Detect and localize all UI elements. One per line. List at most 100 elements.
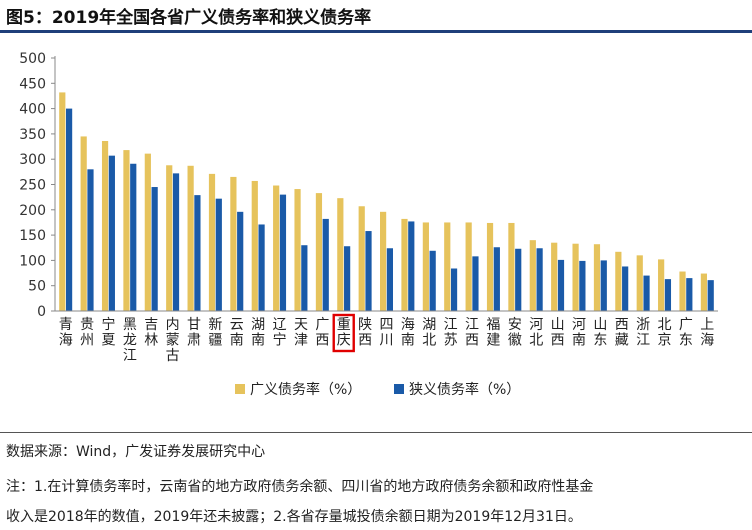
bar-narrow: [151, 187, 158, 311]
bar-narrow: [600, 260, 607, 311]
y-axis: 0 50 100 150 200 250 300 350 400 450 500: [19, 51, 56, 320]
bar-broad: [251, 180, 258, 311]
y-tick-label: 500: [19, 51, 46, 67]
bar-broad: [273, 185, 280, 311]
bar-narrow: [408, 221, 415, 311]
bar-broad: [636, 255, 643, 311]
bar-broad: [358, 206, 365, 311]
x-category-label: 广东: [679, 317, 693, 349]
x-category-label: 山东: [593, 317, 607, 349]
bar-narrow: [664, 279, 672, 311]
bar-broad: [59, 92, 66, 311]
bar-narrow: [365, 231, 372, 311]
x-category-label: 上海: [700, 317, 714, 349]
bar-broad: [315, 193, 323, 311]
x-category-label: 青海: [59, 317, 73, 349]
bar-broad: [679, 271, 686, 311]
y-tick-label: 300: [19, 152, 46, 168]
bar-narrow: [172, 173, 180, 311]
x-category-label: 广西: [315, 317, 329, 349]
x-category-label: 江苏: [444, 317, 458, 349]
bar-broad: [80, 136, 87, 311]
bar-narrow: [322, 218, 329, 311]
legend-swatch-narrow: [394, 384, 404, 394]
x-category-label: 内蒙古: [166, 317, 180, 364]
x-category-label: 吉林: [144, 317, 158, 349]
bar-narrow: [643, 275, 650, 311]
highlight-box: [332, 313, 355, 353]
bar-narrow: [707, 280, 714, 311]
bar-broad: [123, 150, 130, 311]
bar-narrow: [429, 250, 436, 311]
y-tick-label: 50: [28, 279, 46, 295]
bar-narrow: [450, 268, 458, 311]
x-category-label: 宁夏: [101, 316, 115, 349]
bar-broad: [101, 140, 109, 311]
x-category-label: 陕西: [358, 317, 372, 349]
bar-broad: [572, 243, 579, 311]
bar-narrow: [686, 278, 693, 311]
bar-broad: [551, 242, 558, 311]
bar-narrow: [194, 195, 201, 311]
x-category-label: 湖南: [251, 317, 265, 349]
bar-narrow: [279, 194, 287, 311]
bar-broad: [166, 165, 173, 311]
y-tick-label: 450: [19, 76, 46, 92]
bar-chart: 0 50 100 150 200 250 300 350 400 450 500 青海贵州宁夏黑龙江…: [19, 51, 718, 398]
x-category-label: 浙江: [636, 317, 650, 349]
bar-broad: [208, 173, 216, 311]
bar-narrow: [65, 108, 73, 311]
y-tick-label: 400: [19, 102, 46, 118]
x-category-label: 山西: [551, 317, 565, 349]
bar-broad: [337, 198, 344, 311]
bar-narrow: [130, 163, 137, 311]
bar-broad: [615, 251, 622, 311]
x-category-label: 福建: [486, 317, 500, 349]
x-category-label: 甘肃: [187, 317, 201, 349]
footnote-line-1: 注：1.在计算债务率时，云南省的地方政府债务余额、四川省的地方政府债务余额和政府…: [6, 479, 594, 495]
bar-narrow: [215, 198, 222, 311]
legend: 广义债务率（%） 狭义债务率（%）: [235, 381, 520, 398]
bar-broad: [593, 244, 601, 311]
data-source: 数据来源：Wind，广发证券发展研究中心: [6, 444, 266, 460]
bar-broad: [380, 211, 387, 311]
y-tick-label: 100: [19, 253, 46, 269]
bar-broad: [422, 222, 429, 311]
bar-narrow: [258, 224, 265, 311]
legend-label-narrow: 狭义债务率（%）: [409, 381, 520, 398]
bar-broad: [401, 218, 408, 311]
bar-broad: [486, 222, 494, 311]
x-category-label: 云南: [230, 317, 244, 349]
bar-narrow: [557, 259, 565, 311]
footnote-line-2: 收入是2018年的数值，2019年还未披露；2.各省存量城投债余额日期为2019…: [6, 509, 582, 525]
bar-broad: [465, 222, 472, 311]
x-axis: 青海贵州宁夏黑龙江吉林内蒙古甘肃新疆云南湖南辽宁天津广西重庆陕西四川海南湖北江苏…: [55, 310, 718, 364]
x-category-label: 贵州: [80, 317, 94, 349]
bar-broad: [444, 222, 451, 311]
bar-broad: [529, 240, 536, 311]
bar-narrow: [515, 248, 522, 311]
y-tick-label: 250: [19, 178, 46, 194]
x-category-label: 黑龙江: [123, 317, 137, 364]
chart-title: 图5：2019年全国各省广义债务率和狭义债务率: [6, 8, 372, 28]
bar-narrow: [579, 260, 586, 311]
bar-narrow: [301, 245, 308, 311]
bar-broad: [508, 222, 515, 311]
x-category-label: 安徽: [508, 317, 522, 349]
title-divider: [0, 30, 752, 33]
bars-group: [59, 92, 714, 311]
bar-narrow: [344, 246, 351, 311]
x-category-label: 江西: [465, 317, 479, 349]
legend-label-broad: 广义债务率（%）: [250, 381, 361, 398]
bar-broad: [144, 153, 151, 311]
y-tick-label: 200: [19, 203, 46, 219]
bar-narrow: [472, 256, 479, 311]
y-tick-label: 0: [37, 304, 46, 320]
bar-narrow: [493, 247, 500, 311]
bar-narrow: [108, 155, 115, 311]
bar-narrow: [237, 211, 244, 311]
bar-broad: [700, 273, 708, 311]
x-category-label: 辽宁: [273, 317, 287, 349]
bar-narrow: [536, 248, 543, 311]
bar-broad: [294, 189, 301, 311]
